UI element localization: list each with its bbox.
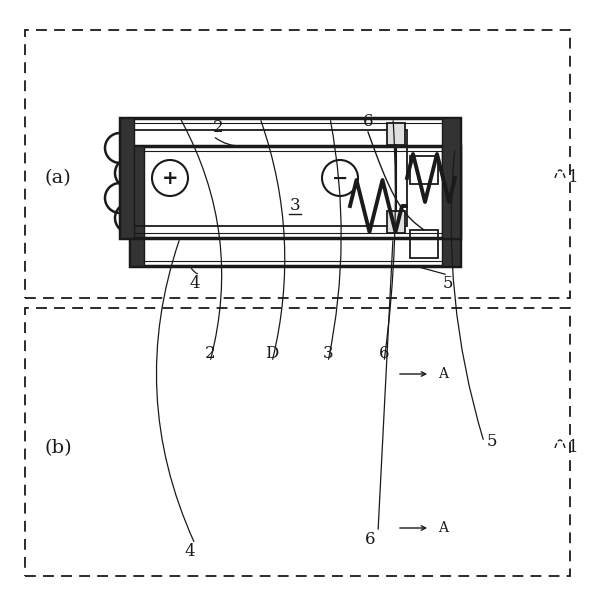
Bar [130, 146, 460, 266]
Bar [387, 123, 405, 145]
Text: 5: 5 [443, 275, 453, 291]
Text: 6: 6 [365, 531, 375, 548]
Bar [410, 230, 438, 258]
Text: 3: 3 [290, 198, 301, 215]
Bar [130, 146, 144, 266]
Text: +: + [162, 168, 178, 187]
Text: 5: 5 [487, 433, 497, 450]
Text: (b): (b) [44, 439, 72, 457]
Text: 6: 6 [363, 113, 373, 130]
Text: D: D [265, 345, 278, 362]
Text: 2: 2 [212, 119, 223, 136]
Bar [125, 123, 455, 233]
Text: 4: 4 [185, 544, 196, 561]
Text: A: A [438, 521, 448, 535]
Bar [387, 211, 405, 233]
Text: −: − [332, 168, 348, 187]
Bar [132, 130, 407, 226]
Bar [120, 118, 134, 238]
Bar [120, 118, 460, 238]
Text: 6: 6 [379, 345, 389, 362]
Bar [135, 151, 455, 261]
Bar [410, 156, 438, 184]
Text: 3: 3 [323, 345, 334, 362]
Bar [442, 118, 460, 238]
Text: 1: 1 [568, 170, 578, 187]
Text: 4: 4 [190, 275, 200, 291]
Text: 1: 1 [568, 439, 578, 456]
Text: (a): (a) [44, 169, 71, 187]
Text: 2: 2 [205, 345, 215, 362]
Bar [442, 146, 460, 266]
Text: A: A [438, 367, 448, 381]
